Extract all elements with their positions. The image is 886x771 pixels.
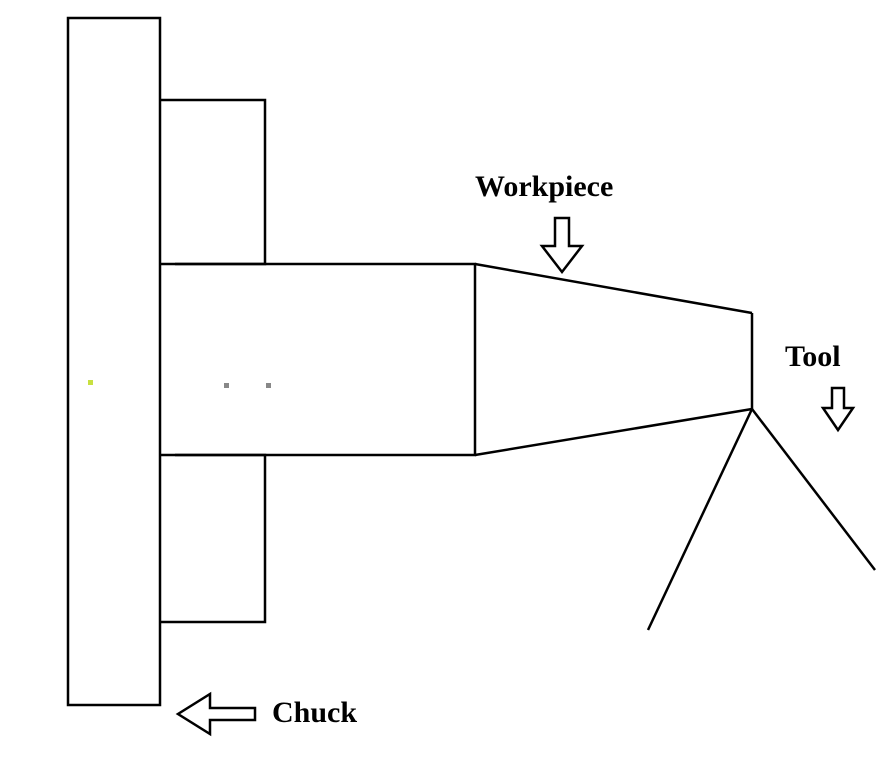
tool-arrow-icon <box>823 388 853 430</box>
chuck-step-top <box>160 100 265 264</box>
chuck-arrow-icon <box>178 694 255 734</box>
workpiece-rect <box>175 264 475 455</box>
tool-line-right <box>752 409 875 570</box>
tool-line-left <box>648 409 752 630</box>
chuck-label: Chuck <box>272 696 357 730</box>
workpiece-taper-top <box>475 264 752 313</box>
center-dot-3 <box>266 383 271 388</box>
tool-label: Tool <box>785 340 841 374</box>
workpiece-taper-bottom <box>475 409 752 455</box>
center-dot-2 <box>224 383 229 388</box>
lathe-diagram: Workpiece Tool Chuck <box>0 0 886 771</box>
workpiece-label: Workpiece <box>475 170 613 204</box>
center-dot-1 <box>88 380 93 385</box>
diagram-svg <box>0 0 886 771</box>
chuck-main-rect <box>68 18 160 705</box>
workpiece-arrow-icon <box>542 218 582 272</box>
chuck-step-bottom <box>160 455 265 622</box>
